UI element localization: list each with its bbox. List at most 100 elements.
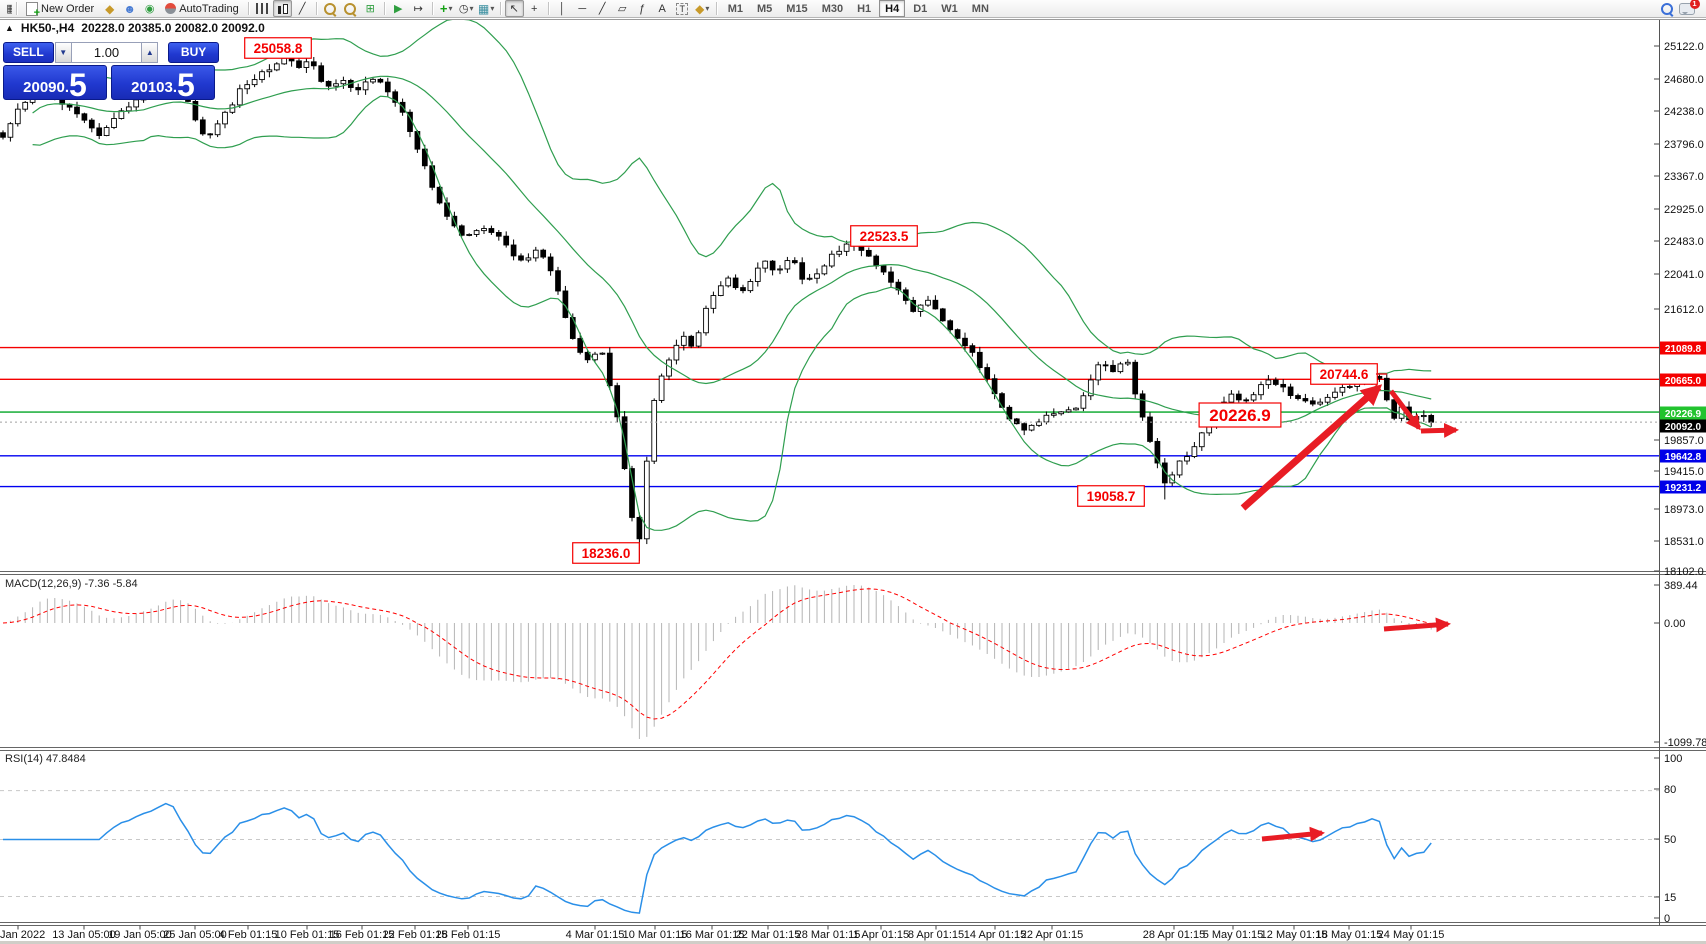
axis-tick-label: 50: [1664, 834, 1676, 846]
axis-tick-label: 15: [1664, 892, 1676, 904]
timeframe-d1[interactable]: D1: [913, 2, 928, 15]
price-annotation-text: 20744.6: [1320, 367, 1369, 382]
new-order-button[interactable]: New Order: [21, 1, 99, 19]
axis-price-tag-label: 20665.0: [1665, 376, 1702, 387]
one-click-trading-panel: SELL ▼ 1.00 ▲ BUY 20090 . 5 20103 . 5: [3, 42, 219, 101]
price-annotation-box[interactable]: [850, 225, 918, 247]
autotrading-icon: [165, 3, 177, 14]
arrows-tool-icon[interactable]: ◆ ▾: [695, 1, 710, 16]
price-annotation-box[interactable]: [244, 37, 312, 59]
timeframe-h4[interactable]: H4: [879, 0, 906, 17]
axis-tick-label: 22925.0: [1664, 204, 1704, 216]
trend-arrow[interactable]: [1383, 617, 1451, 633]
periods-clock-icon[interactable]: ◷ ▾: [458, 3, 474, 15]
templates-icon[interactable]: ▦ ▾: [478, 1, 495, 16]
chart-shift-icon[interactable]: ↦: [413, 3, 423, 15]
community-icon[interactable]: ☻: [123, 1, 136, 16]
cursor-icon[interactable]: ↖: [504, 0, 524, 17]
deposit-icon[interactable]: ◆: [105, 1, 115, 16]
auto-scroll-icon[interactable]: ▶: [393, 3, 403, 15]
window-bottom-edge: [0, 941, 1706, 944]
axis-tick-label: 24680.0: [1664, 74, 1704, 86]
add-indicator-icon[interactable]: + ▾: [439, 1, 453, 16]
macd-signal-line: [2, 588, 1432, 720]
axis-price-tag-label: 21089.8: [1665, 344, 1702, 355]
timeframe-m1[interactable]: M1: [727, 2, 743, 15]
axis-price-tag-label: 20092.0: [1665, 422, 1702, 433]
price-annotation-text: 18236.0: [582, 546, 631, 561]
time-axis-label: 7 Jan 2022: [0, 929, 45, 941]
line-chart-icon[interactable]: ╱: [298, 3, 306, 15]
timeframe-w1[interactable]: W1: [941, 2, 958, 15]
sell-price-display[interactable]: 20090 . 5: [3, 65, 107, 101]
fibonacci-tool-icon[interactable]: ƒ: [639, 2, 646, 15]
main-chart-pane: [0, 20, 1659, 561]
price-annotation-text: 19058.7: [1087, 489, 1136, 504]
volume-field[interactable]: 1.00: [71, 42, 142, 63]
timeframe-m5[interactable]: M5: [757, 2, 773, 15]
horizontal-line-tool-icon[interactable]: ─: [578, 2, 587, 15]
axis-tick-label: 80: [1664, 784, 1676, 796]
macd-pane: [2, 585, 1432, 739]
time-axis-label: 4 Mar 01:15: [566, 929, 625, 941]
trend-arrow[interactable]: [1240, 384, 1383, 511]
label-tool-icon[interactable]: T: [673, 0, 692, 17]
price-annotation-box[interactable]: [1198, 402, 1282, 428]
sell-button[interactable]: SELL: [3, 42, 54, 63]
trend-arrow[interactable]: [1420, 422, 1459, 438]
time-axis-label: 16 Feb 01:15: [330, 929, 395, 941]
signal-icon[interactable]: ◉: [144, 3, 155, 15]
time-axis-label: 12 May 01:15: [1261, 929, 1328, 941]
zoom-out-icon[interactable]: [341, 0, 360, 17]
trendline-tool-icon[interactable]: ╱: [598, 3, 606, 15]
autotrading-button[interactable]: AutoTrading: [160, 1, 244, 17]
symbol-period-label: HK50-,H4: [20, 21, 75, 35]
axis-tick-label: 24238.0: [1664, 106, 1704, 118]
bollinger-band-line: [32, 95, 1432, 531]
new-order-label: New Order: [41, 2, 95, 15]
axis-tick-label: 18531.0: [1664, 536, 1704, 548]
timeframe-mn[interactable]: MN: [971, 2, 989, 15]
time-axis-label: 24 May 01:15: [1378, 929, 1445, 941]
timeframe-h1[interactable]: H1: [857, 2, 872, 15]
time-axis-label: 10 Mar 01:15: [623, 929, 688, 941]
axis-tick-label: 100: [1664, 753, 1682, 765]
price-annotation-box[interactable]: [572, 542, 640, 564]
buy-price-display[interactable]: 20103 . 5: [111, 65, 215, 101]
tile-windows-icon[interactable]: ⊞: [365, 3, 375, 15]
vertical-line-tool-icon[interactable]: │: [558, 2, 566, 15]
time-axis-label: 8 Apr 01:15: [908, 929, 964, 941]
search-icon[interactable]: [1657, 0, 1676, 17]
candlestick-chart-icon[interactable]: [272, 0, 292, 17]
channel-tool-icon[interactable]: ▱: [617, 3, 627, 15]
new-order-icon: [26, 1, 40, 19]
chat-icon[interactable]: 1: [1677, 0, 1700, 17]
rsi-line: [3, 802, 1432, 914]
timeframe-m30[interactable]: M30: [821, 2, 844, 15]
zoom-in-icon[interactable]: [321, 0, 340, 17]
volume-increase-button[interactable]: ▲: [141, 42, 159, 63]
bar-chart-icon[interactable]: [253, 0, 272, 17]
time-axis-label: 4 Feb 01:15: [219, 929, 278, 941]
axis-price-tag: [1660, 341, 1706, 355]
one-click-collapse-icon[interactable]: ▲: [5, 23, 14, 33]
macd-label: MACD(12,26,9) -7.36 -5.84: [5, 578, 138, 590]
volume-decrease-button[interactable]: ▼: [54, 42, 72, 63]
trend-arrow[interactable]: [1261, 826, 1325, 842]
buy-button[interactable]: BUY: [168, 42, 219, 63]
text-tool-icon[interactable]: A: [658, 2, 666, 15]
crosshair-icon[interactable]: +: [531, 2, 538, 15]
autotrading-label: AutoTrading: [179, 2, 239, 15]
time-axis-label: 22 Mar 01:15: [736, 929, 801, 941]
window-icon[interactable]: ▦: [6, 3, 12, 15]
price-annotation-text: 22523.5: [860, 229, 909, 244]
timeframe-m15[interactable]: M15: [786, 2, 808, 15]
axis-price-tag: [1660, 480, 1706, 494]
trend-arrow[interactable]: [1389, 389, 1421, 431]
price-annotation-box[interactable]: [1077, 485, 1145, 507]
toolbar-separator: [383, 2, 385, 15]
axis-tick-label: 0.00: [1664, 618, 1685, 630]
bollinger-band-line: [32, 20, 1432, 379]
